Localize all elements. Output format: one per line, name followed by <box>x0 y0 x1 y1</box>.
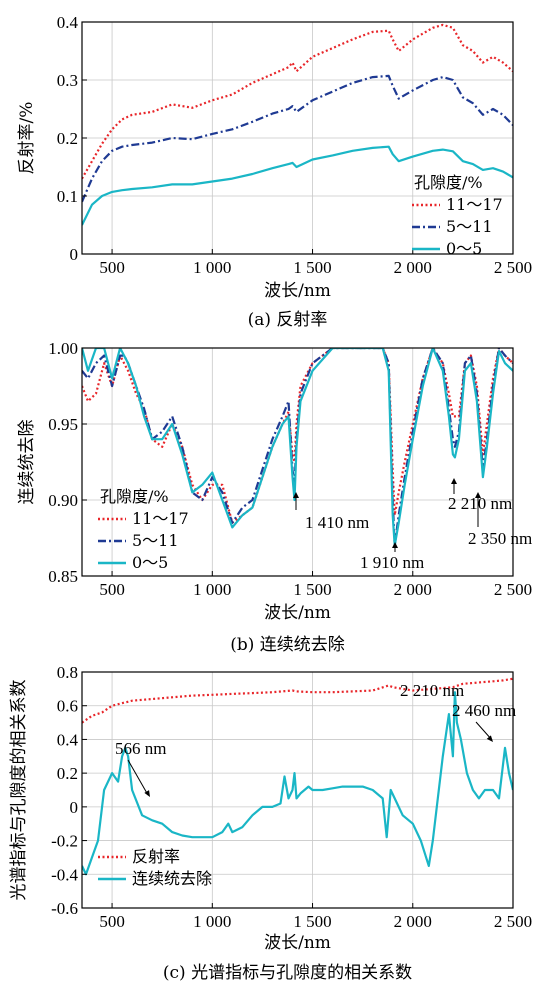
y-tick-label: 0 <box>70 798 79 817</box>
series-group <box>82 348 513 547</box>
y-axis-label: 光谱指标与孔隙度的相关系数 <box>9 680 29 901</box>
y-tick-label: 0.2 <box>57 129 78 148</box>
x-tick-label: 2 000 <box>394 580 432 599</box>
series-line-2 <box>82 145 513 226</box>
x-tick-label: 1 000 <box>193 580 231 599</box>
annotation-arrowhead-0 <box>144 790 150 797</box>
annotation-arrowhead-2 <box>451 478 457 484</box>
y-tick-label: -0.6 <box>51 899 78 918</box>
chart-panel-a: 500 1 000 1 500 2 000 2 500 0 0.1 0.2 0.3 0.4 波长/n… <box>17 13 532 330</box>
x-axis-label: 波长/nm <box>264 603 331 623</box>
y-tick-label: -0.4 <box>51 865 78 884</box>
x-tick-label: 500 <box>99 258 125 277</box>
legend-label-2: 0～5 <box>446 239 482 258</box>
legend-label-1: 连续统去除 <box>132 869 212 888</box>
figure-caption: (a) 反射率 <box>248 310 328 330</box>
x-tick-label: 1 500 <box>293 580 331 599</box>
y-tick-label: 0 <box>70 245 79 264</box>
plot-frame <box>81 671 514 909</box>
legend-label-2: 0～5 <box>132 553 168 572</box>
x-tick-label: 500 <box>99 912 125 931</box>
legend-title: 孔隙度/% <box>414 173 483 192</box>
x-axis-label: 波长/nm <box>264 933 331 953</box>
x-tick-label: 1 500 <box>293 258 331 277</box>
y-tick-label: 0.6 <box>57 697 78 716</box>
x-tick-label: 2 000 <box>394 912 432 931</box>
x-tick-label: 2 500 <box>494 580 532 599</box>
x-tick-label: 2 500 <box>494 258 532 277</box>
series-line-1 <box>82 691 513 876</box>
chart-panel-b: 500 1 000 1 500 2 000 2 500 0.85 0.90 0.95 1.00 波… <box>17 339 532 655</box>
legend-label-1: 5～11 <box>446 217 493 236</box>
y-tick-label: 0.95 <box>48 415 78 434</box>
y-tick-label: 0.4 <box>57 13 79 32</box>
annotation-arrowhead-0 <box>293 492 299 498</box>
x-axis-label: 波长/nm <box>264 281 331 301</box>
y-tick-label: 0.90 <box>48 491 78 510</box>
x-tick-label: 2 000 <box>394 258 432 277</box>
x-tick-label: 1 000 <box>193 912 231 931</box>
y-axis-label: 连续统去除 <box>17 420 37 505</box>
series-line-2 <box>82 348 513 547</box>
y-tick-label: -0.2 <box>51 832 78 851</box>
series-group <box>82 677 513 876</box>
y-tick-label: 0.1 <box>57 187 78 206</box>
y-tick-label: 0.4 <box>57 730 79 749</box>
annotation-arrowhead-2 <box>486 735 493 742</box>
y-tick-label: 1.00 <box>48 339 78 358</box>
legend-label-0: 11～17 <box>446 195 503 214</box>
figure-caption: (b) 连续统去除 <box>230 635 345 655</box>
annotation-label-0: 1 410 nm <box>305 513 369 532</box>
x-tick-label: 1 000 <box>193 258 231 277</box>
legend-title: 孔隙度/% <box>100 487 169 506</box>
y-axis-label: 反射率/% <box>17 102 37 175</box>
annotation-arrowhead-1 <box>392 542 398 548</box>
series-line-0 <box>82 677 513 724</box>
annotation-arrowhead-3 <box>475 492 481 498</box>
y-tick-label: 0.3 <box>57 71 78 90</box>
legend-label-1: 5～11 <box>132 531 179 550</box>
y-tick-label: 0.8 <box>57 663 78 682</box>
legend-label-0: 11～17 <box>132 509 189 528</box>
annotation-label-0: 566 nm <box>115 739 166 758</box>
chart-panel-c: 500 1 000 1 500 2 000 2 500 -0.6 -0.4 -0.2 0 0.2 0… <box>9 663 532 983</box>
series-line-0 <box>82 23 513 180</box>
x-tick-label: 1 500 <box>293 912 331 931</box>
annotation-label-2: 2 460 nm <box>452 701 516 720</box>
annotation-label-2: 2 210 nm <box>448 494 512 513</box>
figure-caption: (c) 光谱指标与孔隙度的相关系数 <box>163 963 412 983</box>
annotation-label-1: 2 210 nm <box>400 681 464 700</box>
x-tick-label: 500 <box>99 580 125 599</box>
annotation-label-1: 1 910 nm <box>360 553 424 572</box>
annotation-arrow-0 <box>127 759 149 796</box>
y-tick-label: 0.85 <box>48 567 78 586</box>
series-line-1 <box>82 74 513 203</box>
x-tick-label: 2 500 <box>494 912 532 931</box>
plot-frame <box>81 347 514 577</box>
y-tick-label: 0.2 <box>57 764 78 783</box>
legend-label-0: 反射率 <box>132 847 180 866</box>
annotation-label-3: 2 350 nm <box>468 529 532 548</box>
series-group <box>82 23 513 226</box>
